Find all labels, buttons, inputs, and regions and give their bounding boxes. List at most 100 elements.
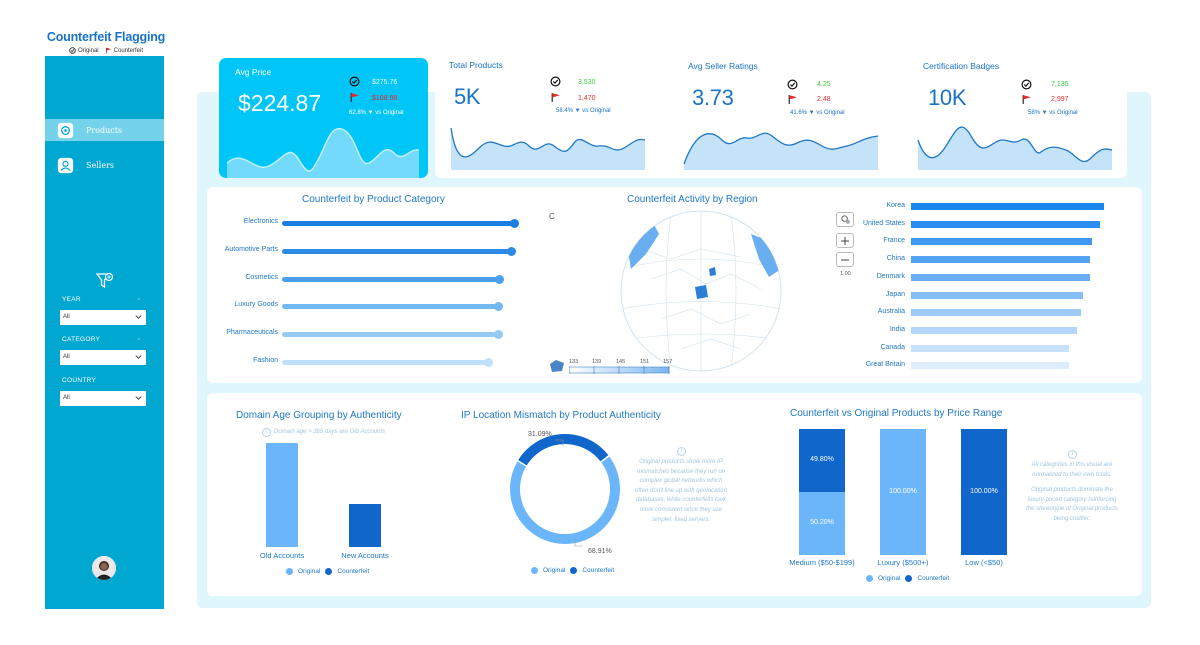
- sidebar-item-label: Products: [86, 125, 123, 135]
- note-line: mismatches because they run on: [636, 468, 726, 475]
- chevron-down-icon: [135, 396, 142, 400]
- region-label: Great Britain: [865, 361, 905, 369]
- legend-dot-counterfeit: [325, 568, 333, 575]
- region-bar[interactable]: [911, 362, 1070, 370]
- price-range-note: All categories in this visual are normali…: [1012, 461, 1132, 525]
- category-bar[interactable]: [282, 248, 512, 254]
- kpi-sparkline: [450, 127, 646, 170]
- zoom-out-button[interactable]: [836, 252, 854, 267]
- ip-mismatch-legend: Original Counterfeit: [531, 567, 614, 574]
- note-line: Original products dominate the: [1031, 487, 1113, 494]
- category-label: Fashion: [253, 357, 278, 364]
- category-label: Luxury Goods: [234, 301, 278, 309]
- kpi-title: Avg Seller Ratings: [688, 61, 758, 71]
- country-select[interactable]: All: [60, 391, 146, 406]
- price-bar-original[interactable]: [880, 429, 926, 555]
- region-bar[interactable]: [911, 291, 1083, 299]
- kpi-original-value: 4.25: [817, 81, 831, 88]
- ip-mismatch-note: Original products show more IP mismatches…: [622, 458, 740, 525]
- donut-counterfeit-label: 31.09%: [528, 431, 552, 438]
- zoom-level: 1.00: [840, 271, 851, 277]
- info-icon[interactable]: i: [262, 428, 271, 437]
- category-bar-dot: [506, 246, 516, 256]
- note-line: Original products show more IP: [639, 459, 723, 465]
- legend-dot-counterfeit: [905, 575, 913, 582]
- globe-map[interactable]: [611, 209, 791, 374]
- brand-legend: Original Counterfeit: [45, 47, 167, 54]
- region-map-title: Counterfeit Activity by Region: [627, 194, 758, 205]
- category-bar[interactable]: [282, 221, 515, 226]
- map-legend-shape-icon: [550, 360, 564, 372]
- domain-age-bar[interactable]: [349, 504, 381, 547]
- red-flag-icon: [551, 93, 560, 102]
- sidebar-item-products[interactable]: Products: [45, 119, 164, 141]
- layers-icon: [840, 215, 850, 224]
- year-select[interactable]: All: [60, 310, 146, 325]
- region-bar[interactable]: [911, 309, 1081, 317]
- region-bar[interactable]: [911, 326, 1077, 334]
- verified-badge-icon: [550, 76, 561, 87]
- sidebar: Products Sellers YEAR ⌄ All CATEGORY ⌄ A…: [45, 56, 164, 609]
- region-bar[interactable]: [911, 203, 1104, 210]
- note-line: more consistent since they use: [639, 506, 723, 513]
- domain-age-bar[interactable]: [266, 443, 298, 547]
- note-line: the stereotype of Original products: [1026, 506, 1118, 513]
- note-line: being costlier.: [1053, 515, 1091, 522]
- region-bar[interactable]: [911, 220, 1101, 228]
- note-line: often don't line up with geolocation: [635, 487, 727, 494]
- note-line: simpler, fixed servers.: [651, 516, 711, 523]
- domain-age-bar-label: New Accounts: [341, 551, 389, 560]
- avatar[interactable]: [92, 556, 116, 580]
- verified-badge-icon: [69, 47, 76, 54]
- category-bar-dot: [484, 358, 494, 367]
- kpi-avg-price[interactable]: Avg Price $224.87 $275.76 $108.98 62.8% …: [219, 58, 428, 178]
- price-range-legend: Original Counterfeit: [866, 575, 949, 582]
- price-bar-counterfeit[interactable]: [961, 429, 1007, 555]
- category-bar-dot: [493, 330, 503, 340]
- region-label: France: [883, 237, 905, 245]
- scale-tick: 145: [616, 359, 626, 365]
- zoom-in-button[interactable]: [836, 233, 854, 248]
- price-bar-counterfeit[interactable]: [799, 429, 845, 492]
- legend-dot-original: [531, 567, 538, 574]
- refresh-icon[interactable]: C: [549, 212, 555, 221]
- category-bar[interactable]: [282, 304, 499, 310]
- region-bar[interactable]: [911, 238, 1093, 246]
- legend-dot-original: [866, 575, 873, 582]
- kpi-counterfeit-value: 1,470: [578, 95, 596, 102]
- region-bar[interactable]: [911, 273, 1091, 281]
- chevron-down-icon: [135, 315, 142, 319]
- kpi-sparkline: [226, 127, 420, 178]
- region-bar[interactable]: [911, 344, 1070, 352]
- price-bar-counterfeit-value: 49.80%: [810, 456, 834, 464]
- category-bar[interactable]: [282, 360, 490, 365]
- chevron-down-icon: ⌄: [136, 295, 142, 302]
- map-layers-button[interactable]: [836, 212, 854, 227]
- domain-age-title: Domain Age Grouping by Authenticity: [236, 410, 402, 421]
- category-bar-dot: [510, 219, 519, 228]
- minus-icon: [841, 259, 849, 260]
- category-bar[interactable]: [282, 332, 499, 338]
- kpi-counterfeit-value: $108.98: [372, 95, 398, 102]
- price-bar-label: Luxury ($500+): [877, 558, 929, 567]
- price-bar-label: Low (<$50): [965, 558, 1003, 567]
- sidebar-item-sellers[interactable]: Sellers: [45, 154, 164, 176]
- kpi-value: 10K: [928, 85, 967, 110]
- filter-label-country: COUNTRY: [62, 377, 97, 384]
- category-label: Pharmaceuticals: [226, 329, 278, 337]
- info-icon[interactable]: i: [1068, 450, 1077, 459]
- price-range-title: Counterfeit vs Original Products by Pric…: [790, 408, 1003, 419]
- region-label: Australia: [877, 308, 905, 316]
- region-bar[interactable]: [911, 256, 1091, 264]
- legend-dot-original: [286, 568, 293, 575]
- chevron-down-icon: ⌄: [136, 335, 142, 342]
- note-line: complex global networks which: [639, 478, 723, 485]
- category-bar[interactable]: [282, 276, 500, 282]
- category-select[interactable]: All: [60, 350, 146, 365]
- kpi-value: $224.87: [238, 90, 322, 116]
- price-bar-original[interactable]: [799, 491, 845, 555]
- note-line: normalized to their own totals.: [1032, 471, 1112, 478]
- info-icon[interactable]: i: [677, 447, 686, 456]
- kpi-value: 3.73: [692, 85, 734, 110]
- product-gear-icon: [57, 122, 74, 139]
